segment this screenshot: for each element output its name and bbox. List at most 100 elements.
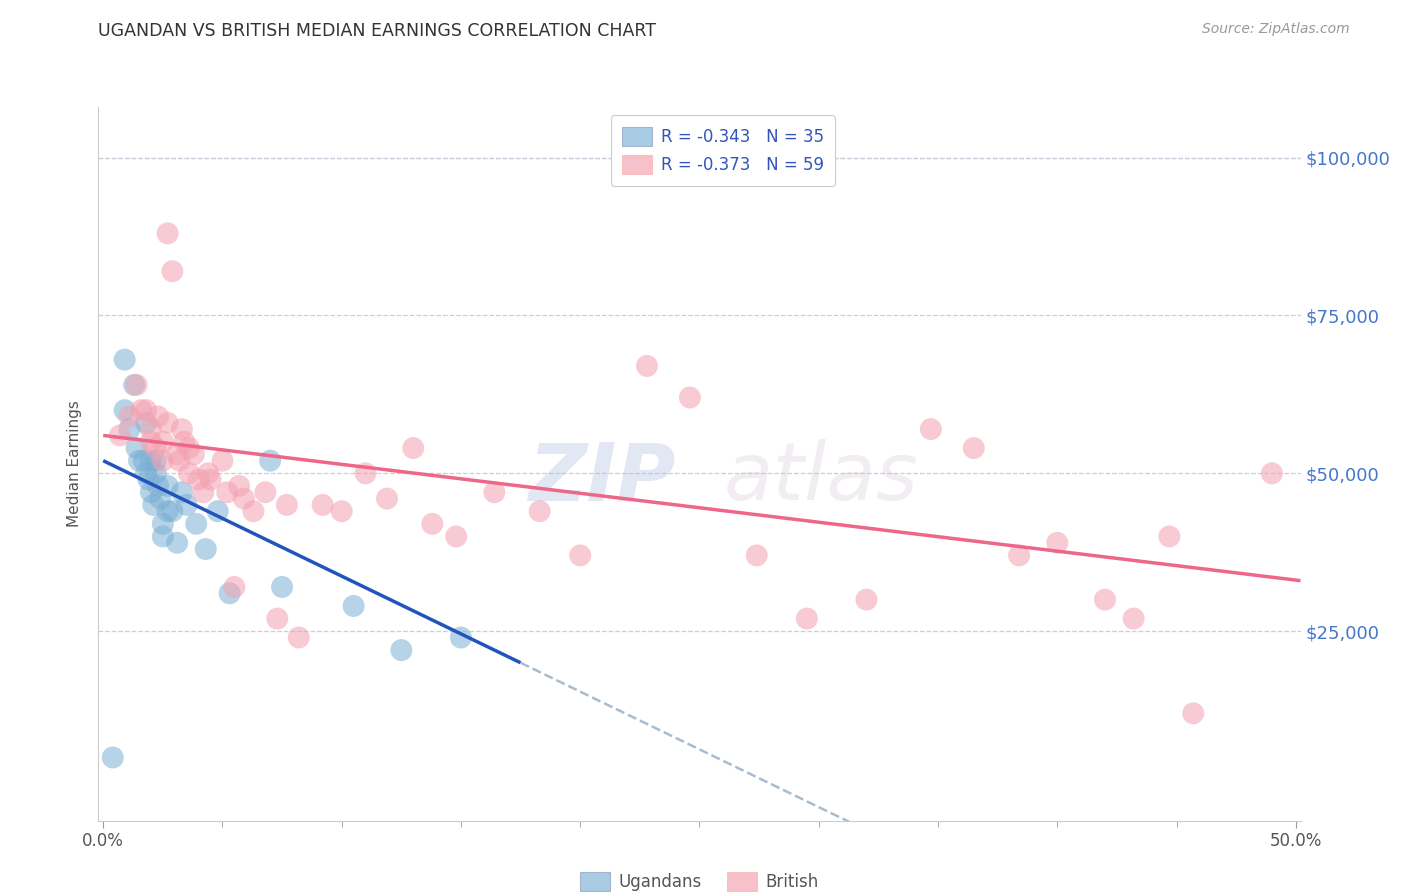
Point	[118, 409, 141, 424]
Point	[796, 611, 818, 625]
Point	[139, 453, 162, 467]
Point	[152, 453, 174, 467]
Point	[1159, 529, 1181, 543]
Point	[145, 467, 167, 481]
Point	[197, 467, 219, 481]
Point	[232, 491, 254, 506]
Point	[152, 516, 174, 531]
Y-axis label: Median Earnings: Median Earnings	[67, 401, 83, 527]
Point	[156, 227, 179, 241]
Point	[138, 473, 160, 487]
Point	[920, 422, 942, 436]
Point	[156, 416, 179, 430]
Point	[211, 453, 233, 467]
Point	[139, 434, 162, 449]
Point	[114, 403, 136, 417]
Point	[636, 359, 658, 373]
Point	[145, 453, 167, 467]
Point	[311, 498, 333, 512]
Point	[186, 516, 208, 531]
Point	[1122, 611, 1144, 625]
Point	[166, 535, 188, 549]
Point	[149, 491, 172, 506]
Point	[569, 549, 592, 563]
Point	[152, 529, 174, 543]
Point	[1182, 706, 1205, 721]
Point	[254, 485, 277, 500]
Point	[156, 479, 179, 493]
Point	[169, 453, 191, 467]
Point	[266, 611, 288, 625]
Point	[194, 542, 217, 557]
Point	[200, 473, 222, 487]
Point	[156, 504, 179, 518]
Point	[118, 422, 141, 436]
Point	[745, 549, 768, 563]
Point	[139, 422, 162, 436]
Point	[173, 434, 195, 449]
Point	[1261, 467, 1284, 481]
Point	[375, 491, 398, 506]
Point	[132, 453, 155, 467]
Point	[444, 529, 467, 543]
Point	[125, 378, 148, 392]
Point	[131, 403, 153, 417]
Point	[135, 467, 157, 481]
Point	[963, 441, 986, 455]
Point	[162, 504, 184, 518]
Point	[1008, 549, 1031, 563]
Point	[529, 504, 551, 518]
Point	[271, 580, 294, 594]
Point	[128, 453, 150, 467]
Text: UGANDAN VS BRITISH MEDIAN EARNINGS CORRELATION CHART: UGANDAN VS BRITISH MEDIAN EARNINGS CORRE…	[98, 22, 657, 40]
Point	[139, 485, 162, 500]
Point	[224, 580, 246, 594]
Point	[679, 391, 702, 405]
Point	[354, 467, 377, 481]
Point	[187, 473, 209, 487]
Point	[450, 631, 472, 645]
Point	[135, 416, 157, 430]
Point	[228, 479, 250, 493]
Point	[177, 441, 200, 455]
Point	[101, 750, 124, 764]
Point	[135, 403, 157, 417]
Text: Source: ZipAtlas.com: Source: ZipAtlas.com	[1202, 22, 1350, 37]
Point	[402, 441, 425, 455]
Point	[287, 631, 309, 645]
Point	[193, 485, 215, 500]
Legend: Ugandans, British: Ugandans, British	[574, 865, 825, 892]
Point	[142, 498, 165, 512]
Point	[146, 479, 169, 493]
Point	[146, 409, 169, 424]
Point	[218, 586, 240, 600]
Point	[166, 447, 188, 461]
Point	[177, 467, 200, 481]
Point	[422, 516, 444, 531]
Text: atlas: atlas	[724, 439, 918, 517]
Point	[176, 498, 198, 512]
Point	[276, 498, 298, 512]
Point	[855, 592, 877, 607]
Point	[484, 485, 506, 500]
Point	[1046, 535, 1069, 549]
Point	[242, 504, 264, 518]
Point	[145, 441, 167, 455]
Point	[1094, 592, 1116, 607]
Point	[125, 441, 148, 455]
Point	[108, 428, 131, 442]
Point	[217, 485, 239, 500]
Point	[207, 504, 229, 518]
Text: ZIP: ZIP	[529, 439, 675, 517]
Point	[122, 378, 145, 392]
Point	[259, 453, 281, 467]
Point	[343, 599, 366, 613]
Point	[152, 434, 174, 449]
Point	[330, 504, 353, 518]
Point	[114, 352, 136, 367]
Point	[162, 264, 184, 278]
Point	[170, 485, 193, 500]
Point	[183, 447, 205, 461]
Point	[389, 643, 412, 657]
Point	[170, 422, 193, 436]
